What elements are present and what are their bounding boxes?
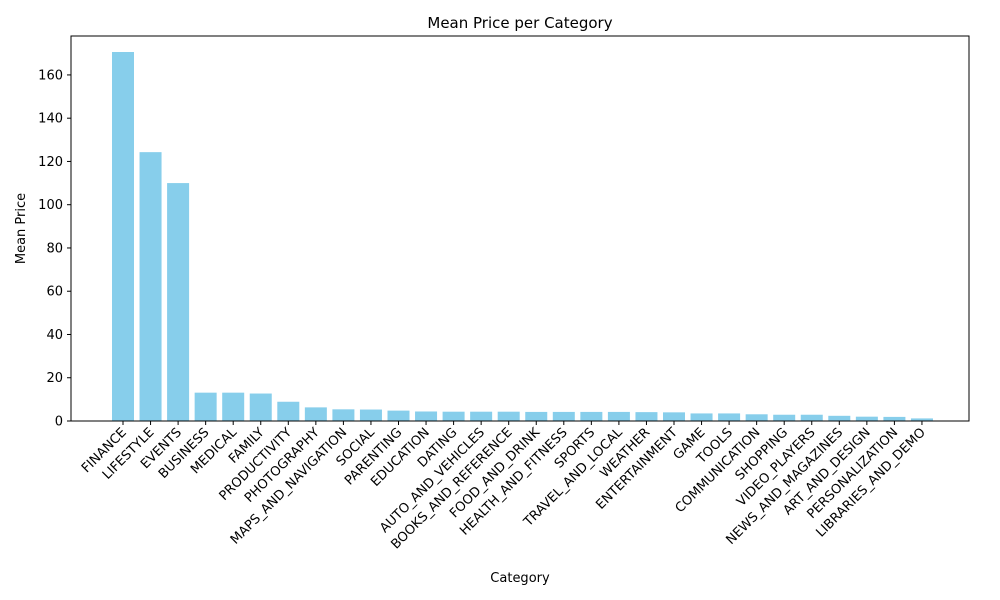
bar-sports	[580, 411, 603, 421]
y-tick-label: 20	[46, 371, 63, 386]
bar-finance	[112, 52, 134, 422]
bar-parenting	[387, 410, 410, 421]
bar-education	[415, 411, 438, 421]
y-tick-label: 0	[55, 415, 63, 430]
bar-tools	[718, 413, 741, 421]
bar-weather	[635, 412, 658, 421]
bar-social	[359, 409, 382, 421]
bar-family	[249, 393, 272, 421]
bar-books-and-reference	[497, 411, 520, 421]
bar-business	[194, 392, 217, 421]
bar-communication	[745, 414, 768, 421]
bar-auto-and-vehicles	[470, 411, 493, 421]
bar-photography	[304, 407, 327, 421]
bar-shopping	[773, 414, 796, 421]
bar-personalization	[883, 416, 906, 421]
bar-libraries-and-demo	[910, 418, 933, 421]
y-tick-label: 80	[46, 241, 63, 256]
y-tick-label: 120	[38, 155, 63, 170]
plot-frame	[70, 35, 970, 422]
bar-productivity	[277, 401, 300, 421]
bar-health-and-fitness	[552, 411, 575, 421]
bar-art-and-design	[855, 416, 878, 421]
x-axis: FINANCELIFESTYLEEVENTSBUSINESSMEDICALFAM…	[79, 421, 929, 552]
y-tick-label: 140	[38, 112, 63, 127]
bar-events	[167, 183, 190, 421]
y-axis-label: Mean Price	[14, 193, 29, 264]
chart-title: Mean Price per Category	[427, 14, 612, 32]
y-tick-label: 100	[38, 198, 63, 213]
bars-group	[112, 52, 933, 422]
bar-medical	[222, 392, 245, 421]
bar-food-and-drink	[525, 411, 548, 421]
y-tick-label: 160	[38, 68, 63, 83]
x-axis-label: Category	[490, 571, 550, 586]
bar-maps-and-navigation	[332, 409, 355, 421]
bar-entertainment	[663, 412, 685, 421]
bar-game	[690, 413, 713, 421]
y-tick-label: 40	[46, 328, 63, 343]
bar-dating	[442, 411, 465, 421]
y-axis: 0 20 40 60 80 100 120 140 160	[38, 68, 71, 430]
bar-travel-and-local	[607, 411, 630, 421]
bar-lifestyle	[139, 152, 162, 422]
bar-news-and-magazines	[828, 415, 851, 421]
y-tick-label: 60	[46, 285, 63, 300]
bar-video-players	[800, 414, 823, 421]
